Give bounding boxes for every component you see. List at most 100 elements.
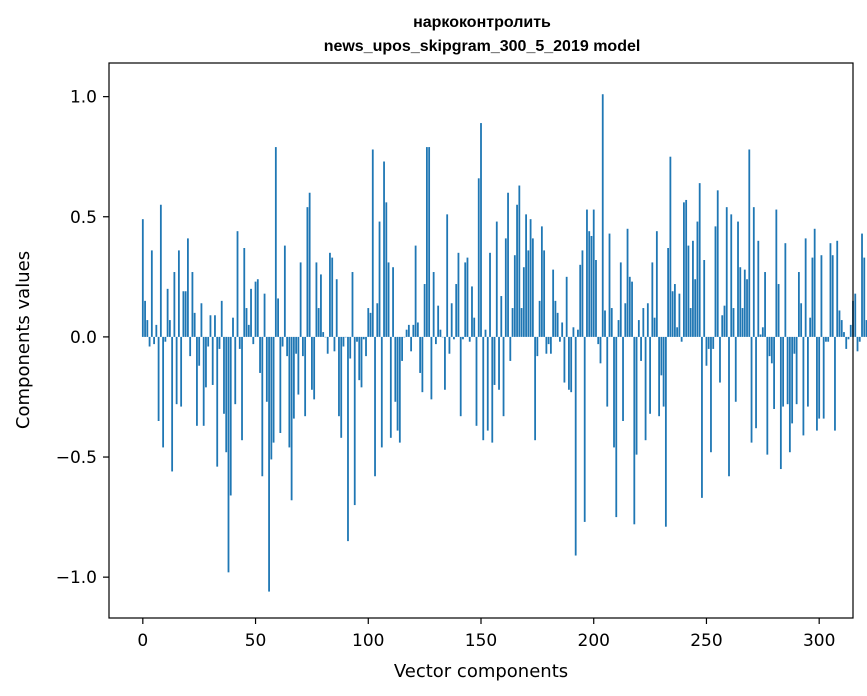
bar bbox=[804, 238, 807, 337]
bar bbox=[822, 336, 825, 419]
bar bbox=[552, 269, 555, 337]
bar bbox=[333, 336, 336, 352]
bar bbox=[466, 257, 469, 337]
bar bbox=[712, 336, 715, 349]
bar bbox=[820, 255, 823, 337]
bar bbox=[311, 336, 313, 390]
bar bbox=[464, 262, 467, 337]
bar bbox=[710, 336, 712, 453]
bar bbox=[556, 312, 559, 337]
x-axis-label: Vector components bbox=[394, 661, 568, 682]
bar bbox=[807, 336, 809, 407]
bar bbox=[157, 336, 160, 421]
bar bbox=[559, 336, 561, 342]
bar bbox=[155, 324, 158, 337]
bar bbox=[392, 267, 394, 337]
bar bbox=[845, 336, 848, 349]
bar bbox=[653, 317, 656, 337]
bar bbox=[689, 308, 692, 337]
bar bbox=[698, 183, 701, 337]
bar bbox=[313, 336, 316, 400]
bar bbox=[320, 274, 322, 337]
bar bbox=[655, 231, 658, 337]
bar bbox=[279, 336, 282, 433]
bar bbox=[353, 336, 356, 506]
bar bbox=[150, 250, 153, 337]
bar bbox=[649, 336, 651, 414]
bar bbox=[802, 336, 805, 436]
bar bbox=[236, 231, 239, 337]
bar bbox=[595, 260, 597, 337]
bar bbox=[338, 336, 340, 417]
bars-group bbox=[141, 94, 867, 592]
bar bbox=[383, 161, 385, 337]
bar bbox=[315, 262, 318, 337]
bar bbox=[730, 214, 733, 337]
bar bbox=[642, 308, 645, 337]
bar bbox=[543, 250, 546, 337]
bar bbox=[410, 336, 413, 352]
bar bbox=[238, 336, 241, 349]
bar bbox=[261, 336, 264, 477]
bar bbox=[746, 279, 748, 337]
bar bbox=[800, 303, 803, 337]
bar bbox=[484, 329, 487, 337]
bar bbox=[849, 324, 852, 337]
bar bbox=[486, 336, 489, 431]
bar bbox=[511, 308, 514, 337]
bar bbox=[374, 336, 376, 477]
x-tick-label: 0 bbox=[137, 631, 148, 651]
bar bbox=[622, 336, 624, 421]
bar bbox=[660, 336, 663, 376]
bar bbox=[177, 250, 180, 337]
bar bbox=[829, 243, 832, 337]
bar bbox=[153, 336, 155, 345]
bar bbox=[759, 334, 762, 337]
bar bbox=[732, 308, 735, 337]
bar bbox=[728, 336, 730, 477]
bar bbox=[362, 336, 365, 340]
bar bbox=[482, 336, 485, 441]
bar bbox=[396, 336, 399, 431]
bar bbox=[825, 336, 827, 342]
bar bbox=[220, 300, 223, 337]
bar bbox=[491, 336, 494, 443]
bar bbox=[457, 252, 460, 337]
bar bbox=[617, 320, 620, 337]
bar bbox=[351, 272, 354, 337]
bar bbox=[356, 336, 358, 342]
bar bbox=[193, 312, 196, 337]
bar bbox=[498, 336, 500, 390]
bar bbox=[861, 233, 863, 337]
bar bbox=[549, 336, 552, 354]
bar bbox=[274, 147, 277, 337]
bar bbox=[468, 336, 471, 342]
bar bbox=[229, 336, 232, 496]
bar bbox=[301, 336, 304, 357]
bar bbox=[423, 284, 426, 337]
bar bbox=[455, 284, 458, 337]
bar bbox=[811, 257, 814, 337]
bar bbox=[788, 336, 791, 453]
x-tick-label: 100 bbox=[352, 631, 384, 651]
bar bbox=[599, 336, 602, 364]
bar bbox=[626, 228, 629, 337]
bar bbox=[369, 312, 372, 337]
bar bbox=[209, 315, 212, 337]
bar bbox=[748, 149, 751, 337]
bar bbox=[840, 320, 843, 337]
x-tick-label: 200 bbox=[578, 631, 610, 651]
bar bbox=[376, 303, 379, 337]
bar bbox=[335, 279, 338, 337]
bar bbox=[757, 240, 760, 337]
bar bbox=[304, 336, 307, 417]
bar bbox=[263, 293, 266, 337]
bar bbox=[529, 219, 532, 337]
bar bbox=[286, 336, 289, 357]
x-axis-ticks: 0 50 100 150 200 250 300 bbox=[137, 618, 835, 651]
bar bbox=[563, 336, 566, 383]
bar bbox=[191, 272, 194, 337]
bar bbox=[211, 336, 214, 385]
bar bbox=[793, 336, 796, 354]
